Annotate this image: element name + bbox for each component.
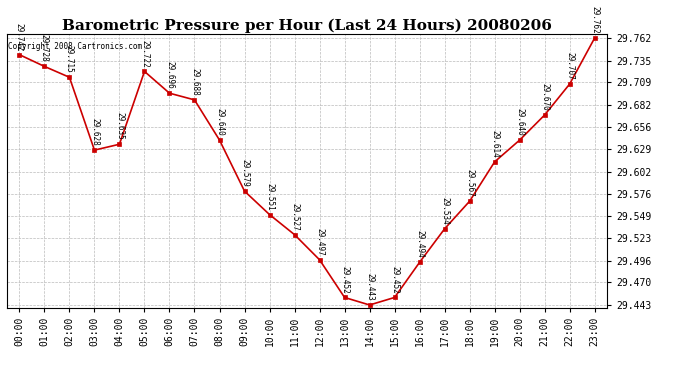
Text: 29.742: 29.742 (15, 23, 24, 51)
Text: 29.443: 29.443 (365, 273, 374, 301)
Text: 29.579: 29.579 (240, 159, 249, 187)
Text: 29.670: 29.670 (540, 83, 549, 111)
Text: 29.696: 29.696 (165, 61, 174, 89)
Text: Copyright 2008 Cartronics.com: Copyright 2008 Cartronics.com (8, 42, 142, 51)
Text: 29.640: 29.640 (515, 108, 524, 136)
Text: 29.635: 29.635 (115, 112, 124, 140)
Text: 29.551: 29.551 (265, 183, 274, 210)
Text: 29.534: 29.534 (440, 197, 449, 225)
Text: 29.688: 29.688 (190, 68, 199, 96)
Text: 29.452: 29.452 (390, 266, 399, 293)
Text: 29.452: 29.452 (340, 266, 349, 293)
Text: 29.640: 29.640 (215, 108, 224, 136)
Text: 29.614: 29.614 (490, 130, 499, 158)
Text: 29.567: 29.567 (465, 169, 474, 197)
Text: 29.527: 29.527 (290, 203, 299, 231)
Text: 29.707: 29.707 (565, 52, 574, 80)
Text: 29.762: 29.762 (590, 6, 599, 34)
Text: 29.497: 29.497 (315, 228, 324, 256)
Text: 29.715: 29.715 (65, 45, 74, 73)
Title: Barometric Pressure per Hour (Last 24 Hours) 20080206: Barometric Pressure per Hour (Last 24 Ho… (62, 18, 552, 33)
Text: 29.722: 29.722 (140, 39, 149, 67)
Text: 29.628: 29.628 (90, 118, 99, 146)
Text: 29.728: 29.728 (40, 34, 49, 62)
Text: 29.494: 29.494 (415, 230, 424, 258)
